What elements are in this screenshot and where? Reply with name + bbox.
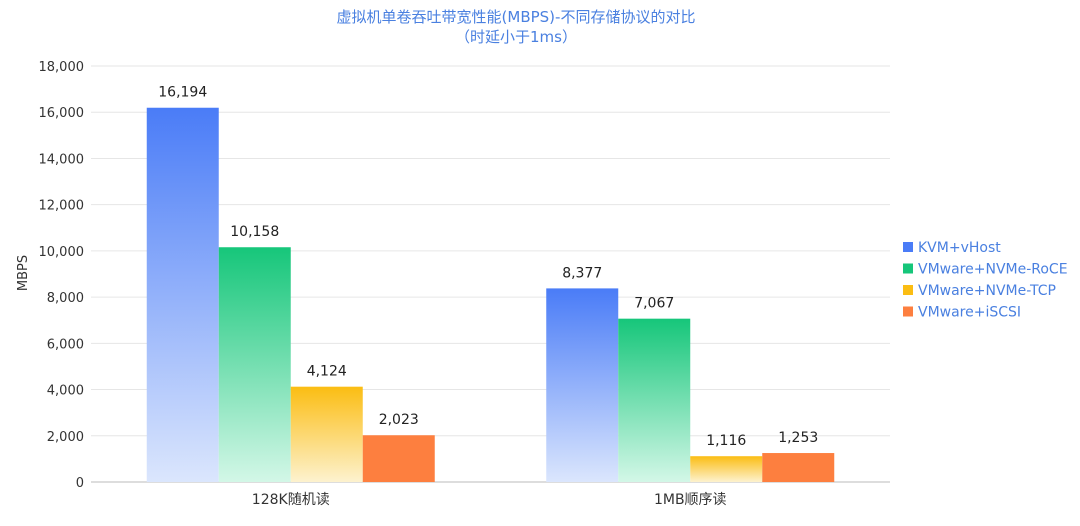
legend-swatch (903, 263, 913, 274)
y-tick-label: 10,000 (39, 245, 85, 260)
y-tick-label: 8,000 (47, 291, 84, 306)
bar (218, 247, 291, 482)
legend-swatch (903, 242, 913, 252)
data-label: 10,158 (230, 224, 279, 240)
legend: KVM+vHost VMware+NVMe-RoCE VMware+NVMe-TCP… (903, 240, 1068, 321)
legend-label: VMware+iSCSI (918, 305, 1021, 321)
y-axis-label: MBPS (16, 255, 31, 291)
data-label: 2,023 (379, 412, 419, 428)
legend-swatch (903, 306, 913, 317)
y-tick-label: 2,000 (47, 430, 84, 445)
bar (618, 318, 691, 482)
chart-title: 虚拟机单卷吞吐带宽性能(MBPS)-不同存储协议的对比 (337, 8, 696, 26)
x-category-label: 1MB顺序读 (654, 491, 727, 508)
legend-label: KVM+vHost (918, 240, 1001, 256)
bar (546, 288, 619, 482)
y-tick-label: 18,000 (39, 60, 85, 75)
chart-subtitle: （时延小于1ms） (455, 28, 577, 46)
data-label: 1,116 (706, 433, 746, 449)
y-tick-label: 16,000 (39, 106, 85, 121)
x-category-label: 128K随机读 (252, 491, 330, 508)
data-label: 16,194 (158, 85, 207, 101)
data-label: 4,124 (307, 364, 347, 380)
data-label: 1,253 (778, 430, 818, 446)
data-label: 8,377 (562, 265, 602, 281)
y-tick-label: 14,000 (39, 152, 85, 167)
bar (290, 386, 363, 482)
bar (762, 453, 835, 482)
y-tick-label: 4,000 (47, 384, 84, 399)
bar (690, 456, 763, 482)
legend-label: VMware+NVMe-TCP (918, 283, 1056, 299)
legend-swatch (903, 285, 913, 295)
y-axis-ticks: 0 2,000 4,000 6,000 8,000 10,000 12,000 14,000 1… (39, 60, 85, 491)
data-labels: 16,194 10,158 4,124 2,023 8,377 7,067 1,116 1,2… (158, 85, 818, 449)
y-tick-label: 12,000 (39, 199, 85, 214)
bars (146, 107, 835, 482)
data-label: 7,067 (634, 296, 674, 312)
bar (362, 435, 435, 482)
x-axis-categories: 128K随机读 1MB顺序读 (252, 491, 727, 508)
y-tick-label: 0 (76, 476, 84, 491)
bar (146, 107, 219, 482)
y-tick-label: 6,000 (47, 337, 84, 352)
legend-label: VMware+NVMe-RoCE (918, 262, 1068, 278)
